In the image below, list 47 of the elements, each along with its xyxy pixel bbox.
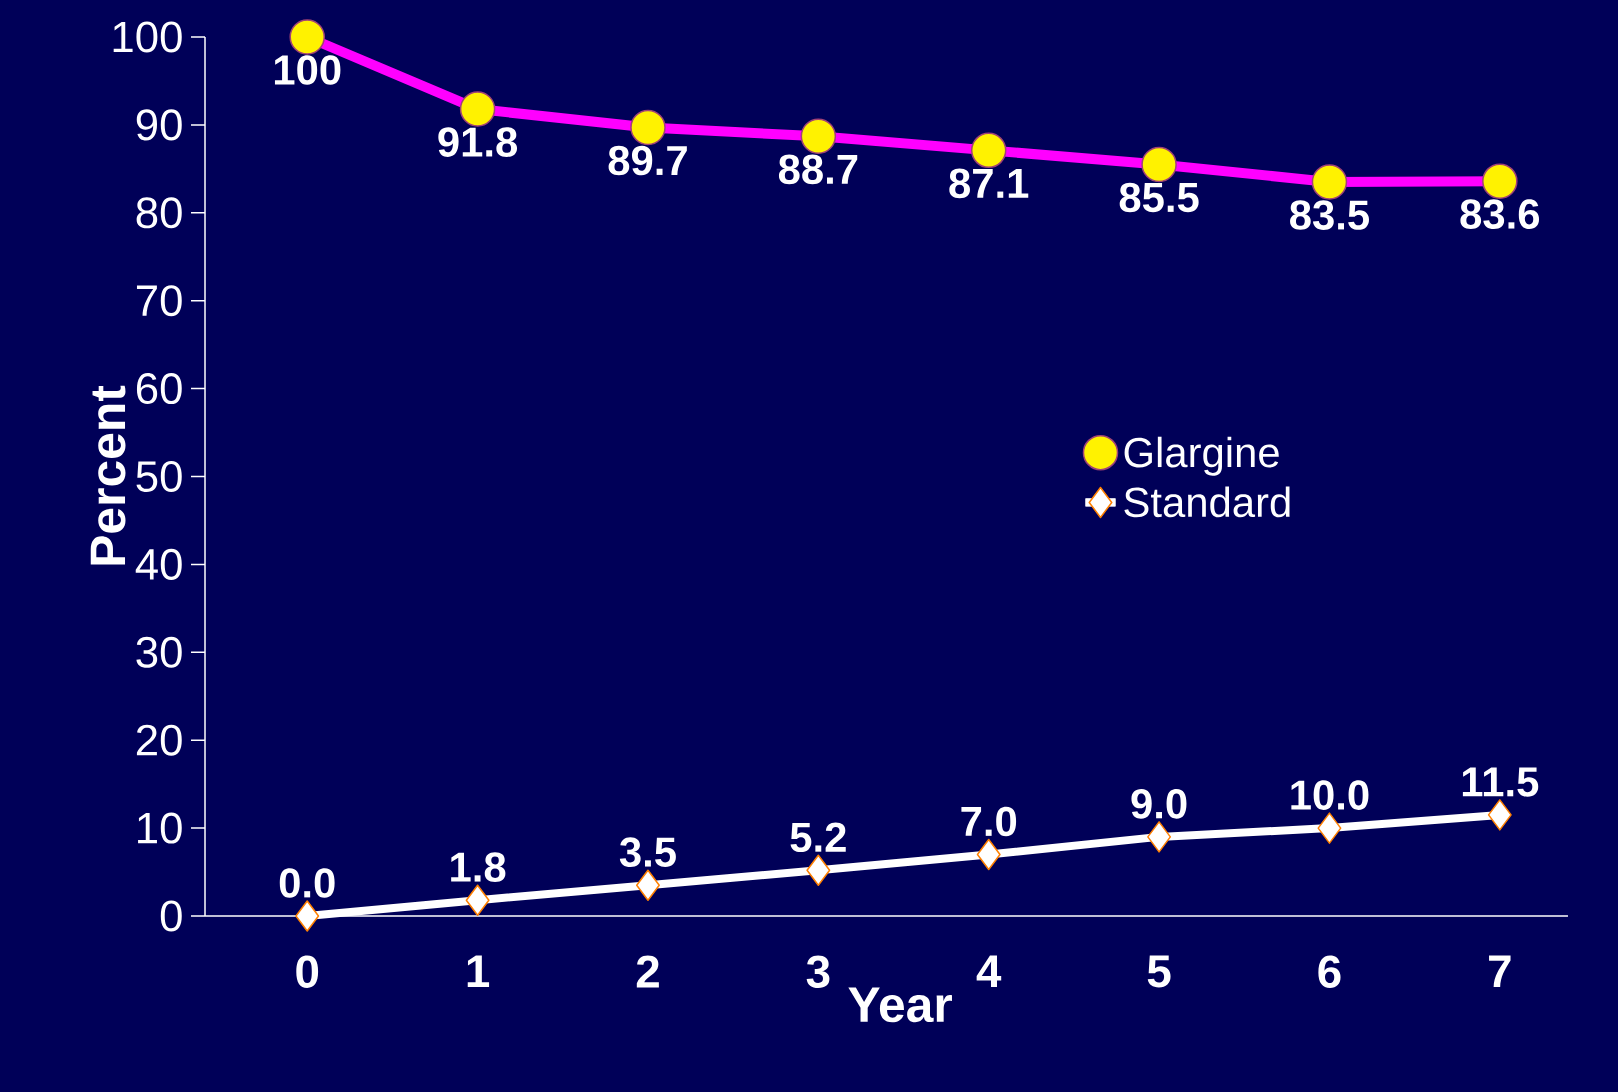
- y-tick-label: 30: [136, 636, 182, 668]
- point: [1317, 812, 1342, 844]
- data-label: 0.0: [279, 868, 335, 898]
- x-tick-label: 5: [1147, 955, 1171, 988]
- point: [295, 900, 320, 932]
- legend-label: Standard: [1124, 486, 1290, 518]
- x-tick-label: 1: [467, 955, 490, 988]
- data-label: 85.5: [1119, 182, 1199, 213]
- y-tick-label: 100: [113, 21, 182, 53]
- x-tick-label: 7: [1489, 955, 1511, 988]
- legend-label: Glargine: [1124, 436, 1279, 476]
- data-label: 88.7: [778, 154, 858, 185]
- point: [465, 884, 490, 916]
- y-tick-label: 80: [136, 197, 182, 229]
- point: [1147, 821, 1172, 853]
- y-tick-label: 0: [160, 900, 182, 932]
- data-label: 7.0: [961, 806, 1017, 837]
- y-tick-label: 60: [136, 373, 182, 405]
- data-label: 1.8: [451, 852, 506, 882]
- x-axis-title: Year: [848, 987, 952, 1023]
- data-label: 91.8: [438, 127, 518, 157]
- point: [1487, 799, 1512, 831]
- point: [806, 854, 831, 887]
- y-tick-label: 40: [135, 548, 182, 580]
- y-tick-label: 50: [136, 460, 182, 492]
- data-label: 89.7: [608, 145, 687, 176]
- y-tick-label: 10: [138, 812, 182, 844]
- data-label: 5.2: [790, 822, 846, 853]
- y-axis-title: Percent: [90, 385, 126, 565]
- x-tick-label: 6: [1318, 955, 1341, 988]
- point: [635, 869, 660, 901]
- data-label: 83.6: [1460, 199, 1540, 230]
- data-label: 9.0: [1131, 789, 1187, 819]
- data-label: 83.5: [1290, 200, 1369, 230]
- x-tick-label: 0: [296, 955, 319, 988]
- data-label: 100: [274, 55, 341, 85]
- data-label: 11.5: [1462, 767, 1539, 797]
- y-tick-label: 20: [136, 724, 182, 756]
- y-tick-label: 90: [136, 109, 182, 141]
- point: [976, 838, 1001, 871]
- x-tick-label: 2: [636, 955, 659, 988]
- data-label: 10.0: [1291, 780, 1369, 810]
- data-label: 3.5: [619, 837, 676, 868]
- x-tick-label: 3: [806, 955, 830, 989]
- data-label: 87.1: [949, 168, 1029, 199]
- y-tick-label: 70: [136, 285, 182, 317]
- x-tick-label: 4: [976, 955, 1002, 988]
